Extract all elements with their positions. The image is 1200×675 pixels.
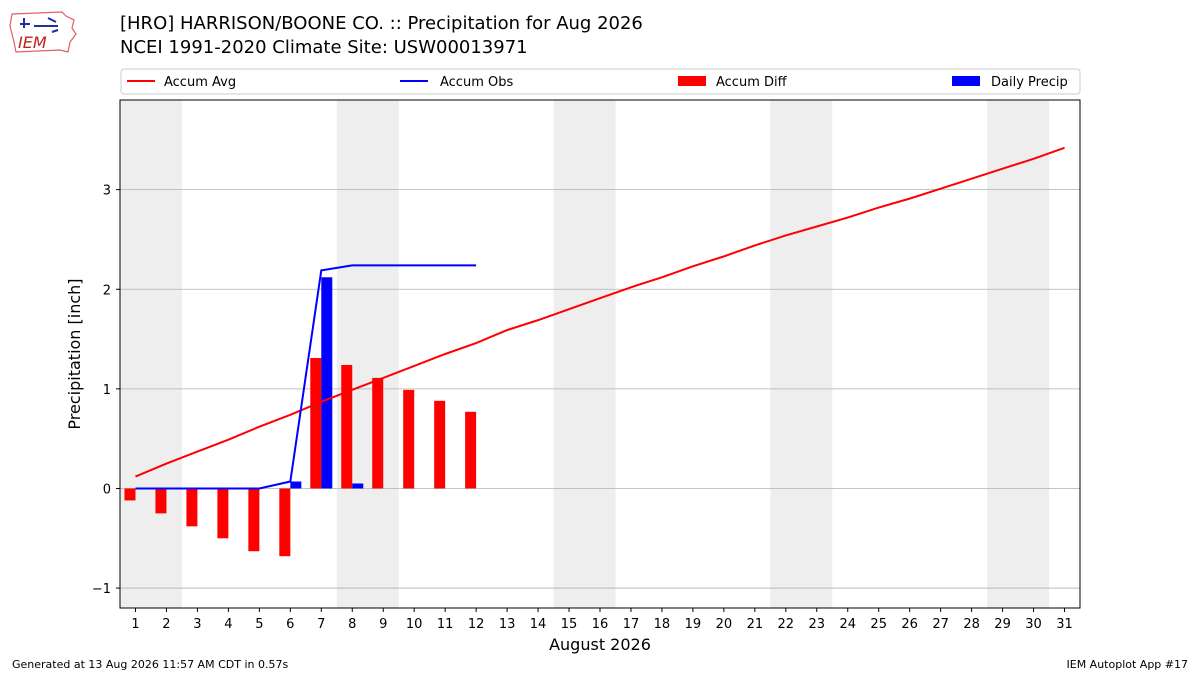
x-tick-label: 29: [994, 617, 1011, 632]
accum-diff-bar: [403, 389, 415, 489]
chart-legend: Accum Avg Accum Obs Accum Diff Daily Precip: [120, 68, 1081, 95]
plot-frame: [119, 99, 1081, 609]
legend-label: Accum Obs: [440, 75, 513, 90]
x-tick-label: 11: [437, 617, 454, 632]
weekend-shade: [770, 100, 833, 608]
x-tick-label: 15: [561, 617, 578, 632]
x-tick-label: 31: [1056, 617, 1073, 632]
x-tick-label: 6: [286, 617, 294, 632]
accum-diff-bar: [186, 488, 198, 527]
legend-label: Accum Diff: [716, 75, 788, 90]
x-tick-label: 27: [932, 617, 949, 632]
legend-label: Daily Precip: [991, 75, 1068, 90]
accum-diff-bar: [217, 488, 229, 539]
x-tick-label: 14: [530, 617, 547, 632]
x-tick-label: 8: [348, 617, 356, 632]
weekend-shade: [120, 100, 182, 608]
daily-precip-bar: [352, 483, 364, 489]
accum-diff-bar: [248, 488, 260, 552]
x-tick-label: 24: [839, 617, 856, 632]
accum-avg-line: [135, 146, 1065, 478]
x-tick-label: 10: [406, 617, 423, 632]
y-tick-label: 1: [103, 383, 111, 398]
y-axis-label: Precipitation [inch]: [65, 278, 84, 429]
accum-diff-bar: [465, 411, 477, 489]
x-tick-label: 5: [255, 617, 263, 632]
accum-diff-bar: [310, 357, 322, 489]
weekend-shade: [336, 100, 399, 608]
weekend-shade: [987, 100, 1050, 608]
legend-bar-swatch: [678, 76, 706, 86]
accum-obs-line: [135, 264, 477, 490]
y-tick-label: 0: [103, 482, 111, 497]
x-tick-label: 9: [379, 617, 387, 632]
x-tick-label: 30: [1025, 617, 1042, 632]
x-tick-label: 1: [131, 617, 139, 632]
accum-diff-bar: [155, 488, 167, 514]
x-tick-label: 18: [654, 617, 671, 632]
generated-timestamp: Generated at 13 Aug 2026 11:57 AM CDT in…: [12, 658, 289, 671]
legend-bar-swatch: [952, 76, 980, 86]
x-tick-label: 16: [592, 617, 609, 632]
x-tick-label: 3: [193, 617, 201, 632]
x-tick-label: 23: [809, 617, 826, 632]
accum-diff-bar: [372, 377, 384, 489]
daily-precip-bar: [321, 277, 333, 489]
x-tick-label: 25: [870, 617, 887, 632]
chart-title: [HRO] HARRISON/BOONE CO. :: Precipitatio…: [120, 13, 643, 34]
logo-text: IEM: [18, 33, 47, 52]
x-tick-label: 2: [162, 617, 170, 632]
accum-diff-bar: [434, 400, 446, 489]
x-tick-label: 12: [468, 617, 485, 632]
x-tick-label: 26: [901, 617, 918, 632]
x-tick-label: 21: [747, 617, 764, 632]
x-tick-label: 20: [716, 617, 733, 632]
accum-diff-bar: [341, 364, 353, 489]
x-axis-label: August 2026: [549, 635, 651, 654]
x-tick-label: 28: [963, 617, 980, 632]
app-credit: IEM Autoplot App #17: [1066, 658, 1189, 671]
weekend-shade: [553, 100, 616, 608]
accum-diff-bar: [124, 488, 136, 501]
x-tick-label: 19: [685, 617, 702, 632]
daily-precip-bar: [290, 481, 302, 489]
chart-subtitle: NCEI 1991-2020 Climate Site: USW00013971: [120, 37, 528, 58]
y-tick-label: −1: [92, 582, 111, 597]
x-tick-label: 22: [778, 617, 795, 632]
y-tick-label: 2: [103, 283, 111, 298]
x-tick-label: 4: [224, 617, 232, 632]
iem-logo: IEM: [9, 11, 77, 53]
legend-label: Accum Avg: [164, 75, 236, 90]
y-tick-label: 3: [103, 184, 111, 199]
weather-station-icon: [20, 17, 59, 33]
iowa-outline-shape: [9, 11, 77, 53]
x-tick-label: 7: [317, 617, 325, 632]
accum-diff-bar: [279, 488, 291, 557]
x-tick-label: 17: [623, 617, 640, 632]
legend-box: [120, 68, 1081, 95]
x-tick-label: 13: [499, 617, 516, 632]
